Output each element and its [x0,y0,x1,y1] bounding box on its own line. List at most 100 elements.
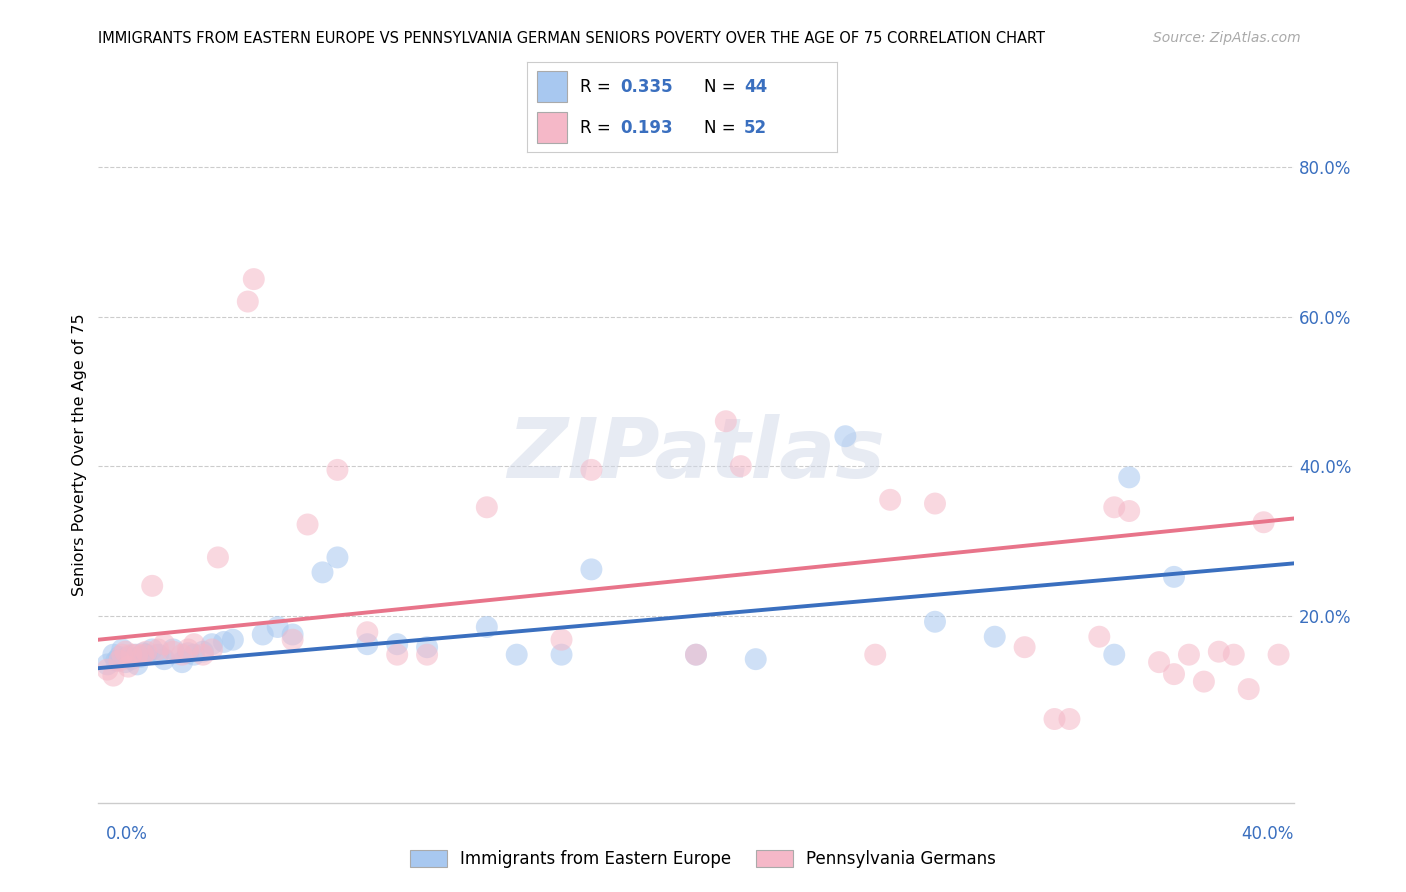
Text: N =: N = [703,119,741,136]
Text: N =: N = [703,78,741,95]
Point [1014,640,1036,655]
Point [201,637,224,651]
Point [177,642,200,657]
Point [1104,648,1126,662]
Text: 40.0%: 40.0% [1241,825,1294,843]
Text: 0.0%: 0.0% [105,825,148,843]
Point [385,648,409,662]
Point [924,615,946,629]
Point [103,648,125,662]
Point [416,648,439,662]
Text: ZIPatlas: ZIPatlas [508,415,884,495]
Point [191,648,214,662]
Text: 0.193: 0.193 [620,119,672,136]
Point [1267,648,1289,662]
Point [865,648,887,662]
Text: 44: 44 [744,78,768,95]
Point [252,627,274,641]
Point [311,566,333,580]
Point [120,648,142,662]
Point [191,645,214,659]
Text: 0.335: 0.335 [620,78,672,95]
Y-axis label: Seniors Poverty Over the Age of 75: Seniors Poverty Over the Age of 75 [72,314,87,596]
Point [127,648,149,662]
Point [834,429,856,443]
Point [1118,504,1140,518]
Point [1237,682,1260,697]
Point [177,646,200,660]
Point [153,652,176,666]
Point [201,642,224,657]
Point [730,459,752,474]
Point [162,645,184,659]
Point [581,562,603,576]
Point [267,620,290,634]
Point [127,657,149,672]
Text: R =: R = [579,78,616,95]
Point [1147,655,1170,669]
Point [114,655,136,669]
Point [1208,645,1230,659]
Point [924,497,946,511]
Point [114,645,136,659]
Point [141,579,163,593]
Point [1088,630,1111,644]
Point [222,632,245,647]
Point [129,649,152,664]
Point [1253,515,1275,529]
Point [1192,674,1215,689]
Point [183,648,205,662]
Point [475,620,498,634]
Point [111,642,134,657]
Point [281,632,304,647]
Point [236,294,259,309]
Point [162,642,184,657]
Point [506,648,529,662]
Point [550,632,572,647]
Point [326,550,349,565]
Point [183,637,205,651]
Point [148,648,170,662]
Point [141,642,163,657]
Point [243,272,266,286]
Point [96,657,118,672]
Point [132,646,155,660]
Point [135,645,157,659]
Point [108,649,131,664]
Point [745,652,768,666]
Point [1163,667,1185,681]
Point [879,492,901,507]
Text: 52: 52 [744,119,766,136]
Point [96,663,118,677]
Point [1163,570,1185,584]
Legend: Immigrants from Eastern Europe, Pennsylvania Germans: Immigrants from Eastern Europe, Pennsylv… [404,843,1002,875]
Point [475,500,498,515]
Point [984,630,1007,644]
Point [105,654,128,668]
Point [117,649,139,664]
Bar [537,112,568,143]
Text: IMMIGRANTS FROM EASTERN EUROPE VS PENNSYLVANIA GERMAN SENIORS POVERTY OVER THE A: IMMIGRANTS FROM EASTERN EUROPE VS PENNSY… [98,31,1046,46]
Text: R =: R = [579,119,616,136]
Point [153,637,176,651]
Point [148,642,170,657]
Point [172,655,194,669]
Point [685,648,707,662]
Point [581,463,603,477]
Point [1104,500,1126,515]
Point [1043,712,1066,726]
Point [172,648,194,662]
Point [1118,470,1140,484]
Text: Source: ZipAtlas.com: Source: ZipAtlas.com [1153,31,1301,45]
Point [135,648,157,662]
Point [1178,648,1201,662]
Point [416,640,439,655]
Point [1223,648,1246,662]
Point [297,517,319,532]
Point [326,463,349,477]
Point [103,668,125,682]
Point [212,635,235,649]
Point [685,648,707,662]
Bar [537,71,568,102]
Point [124,648,146,662]
